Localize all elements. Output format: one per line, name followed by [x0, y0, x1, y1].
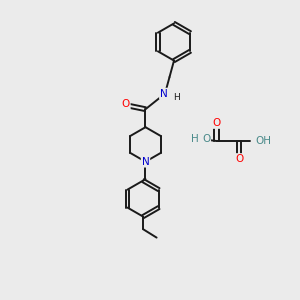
Text: O: O	[122, 99, 130, 110]
Text: H: H	[173, 93, 180, 102]
Text: O: O	[202, 134, 210, 145]
Text: H: H	[191, 134, 199, 145]
Text: O: O	[212, 118, 221, 128]
Text: N: N	[142, 157, 149, 167]
Text: OH: OH	[255, 136, 271, 146]
Text: N: N	[160, 88, 168, 99]
Text: O: O	[235, 154, 244, 164]
